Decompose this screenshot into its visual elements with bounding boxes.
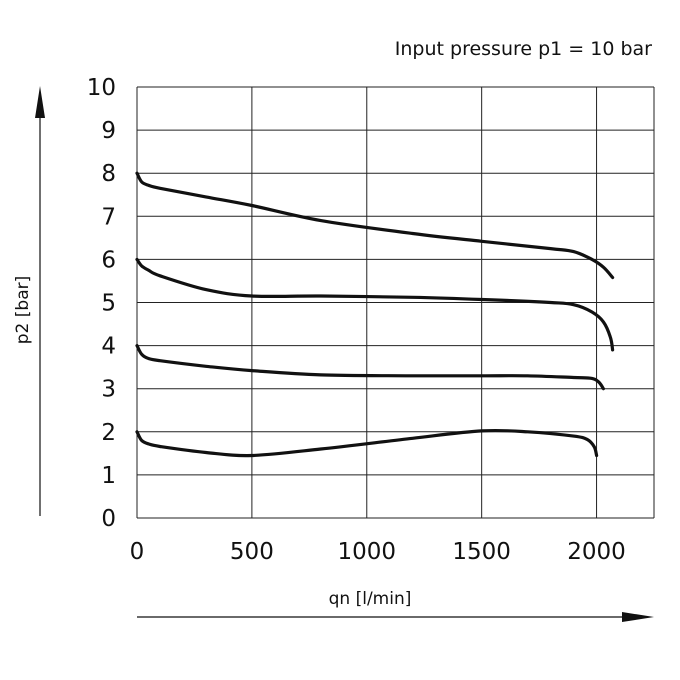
- y-tick-label: 10: [87, 75, 116, 101]
- y-axis-arrow: [35, 86, 45, 516]
- x-tick-labels: 0 500 1000 1500 2000: [130, 539, 626, 565]
- up-arrow-icon: [35, 86, 45, 118]
- x-tick-label: 2000: [567, 539, 626, 565]
- x-axis-arrow: [137, 612, 654, 622]
- x-tick-label: 1000: [338, 539, 397, 565]
- y-tick-label: 5: [101, 291, 116, 317]
- y-tick-label: 9: [101, 118, 116, 144]
- series-line-1: [135, 171, 615, 280]
- y-tick-label: 8: [101, 161, 116, 187]
- curves: [135, 171, 615, 458]
- y-tick-label: 0: [101, 506, 116, 532]
- right-arrow-icon: [622, 612, 654, 622]
- y-tick-label: 1: [101, 463, 116, 489]
- series-line-2: [135, 257, 615, 352]
- y-axis-label: p2 [bar]: [13, 276, 33, 344]
- y-tick-label: 3: [101, 377, 116, 403]
- x-tick-label: 1500: [452, 539, 511, 565]
- x-tick-label: 0: [130, 539, 145, 565]
- x-tick-label: 500: [230, 539, 274, 565]
- grid: [136, 86, 655, 519]
- y-tick-label: 2: [101, 420, 116, 446]
- series-line-4: [135, 428, 599, 458]
- y-tick-label: 4: [101, 334, 116, 360]
- series-line-3: [135, 344, 605, 391]
- input-pressure-annotation: Input pressure p1 = 10 bar: [395, 38, 652, 60]
- y-tick-labels: 0 1 2 3 4 5 6 7 8 9 10: [87, 75, 116, 532]
- y-tick-label: 7: [101, 204, 116, 230]
- y-tick-label: 6: [101, 247, 116, 273]
- x-axis-label: qn [l/min]: [329, 589, 412, 609]
